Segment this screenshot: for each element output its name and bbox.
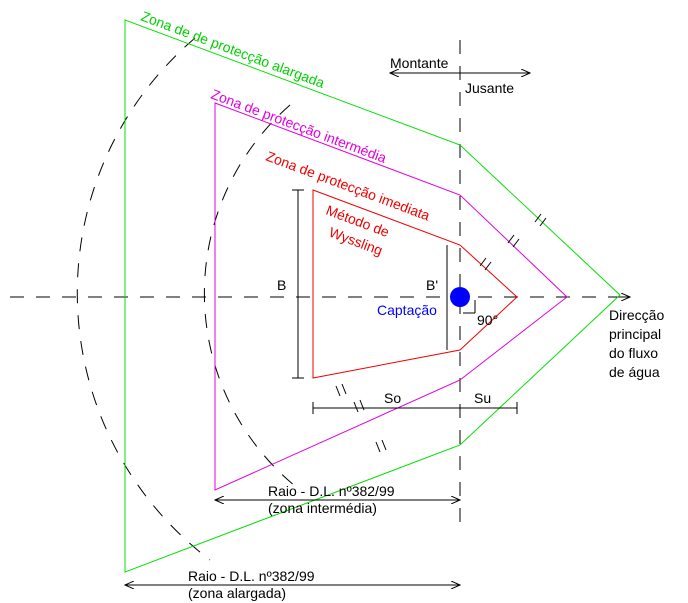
outer-arc [76, 37, 211, 561]
flow-label: principal [609, 326, 661, 342]
hash-marks [335, 213, 547, 453]
radius-label: Raio - D.L. nº382/99 [188, 568, 315, 584]
radius-label: (zona intermédia) [268, 500, 377, 516]
downstream-label: Jusante [465, 80, 514, 96]
radius-label: Raio - D.L. nº382/99 [268, 483, 395, 499]
zone-label: Zona de de protecção alargada [139, 8, 327, 91]
zone-wide [124, 19, 621, 573]
upstream-label: Montante [390, 55, 449, 71]
zone-mid [214, 102, 568, 491]
intake-label: Captação [377, 302, 437, 318]
zone-near [312, 189, 518, 379]
flow-label: Direcção [609, 307, 664, 323]
radius-label: (zona alargada) [188, 585, 286, 601]
b-prime-label: B' [426, 277, 438, 293]
b-label: B [277, 277, 286, 293]
so-label: So [384, 390, 401, 406]
right-angle [463, 300, 476, 314]
inner-arc [203, 104, 301, 491]
flow-label: de água [609, 364, 660, 380]
angle-label: 90° [477, 312, 498, 328]
intake-point [450, 287, 470, 307]
su-label: Su [474, 390, 491, 406]
zone-label: Zona de protecção intermédia [209, 86, 389, 166]
flow-label: do fluxo [609, 345, 658, 361]
